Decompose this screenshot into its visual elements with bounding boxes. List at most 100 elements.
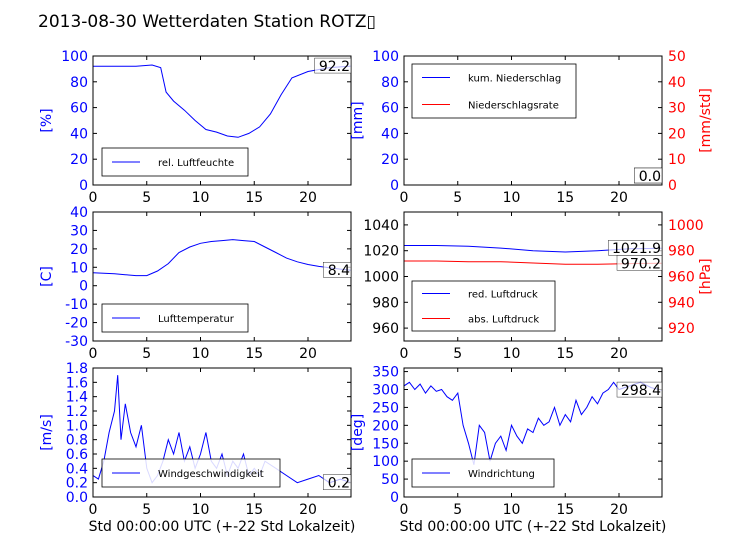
value-box	[323, 474, 352, 490]
x-tick-label: 0	[400, 190, 409, 206]
y-axis-label: [m/s]	[39, 414, 55, 451]
x-tick-label: 5	[453, 502, 462, 518]
chart-pressure: 0 5 10 15 20 960 980 1000 1020 1040 920 940 960 980 10…	[363, 211, 714, 362]
chart-precip: 0 5 10 15 20 0 20 40 60 80 100 0 10 20 30 40 50 [mm] [mm/s…	[350, 49, 714, 206]
y-axis-label-right: [hPa]	[698, 258, 714, 294]
y-tick-label: 1.8	[66, 361, 88, 377]
y-tick-label-right: 940	[668, 295, 695, 311]
x-tick-label: 15	[245, 190, 263, 206]
y-tick-label-right: 10	[668, 152, 686, 168]
x-tick-label: 10	[503, 190, 521, 206]
y-tick-label: 0	[390, 490, 399, 506]
legend-label: red. Luftdruck	[468, 290, 538, 301]
plot-frame	[92, 367, 352, 498]
y-tick-label: 1020	[363, 244, 399, 260]
x-tick-label: 10	[503, 346, 521, 362]
x-tick-label: 20	[610, 190, 628, 206]
value-box	[323, 262, 352, 278]
last-value-label: 0.0	[639, 169, 661, 185]
value-box	[314, 57, 352, 74]
y-tick-label: 300	[372, 383, 399, 399]
y-tick-label: 350	[372, 365, 399, 381]
y-tick-label: 1.0	[66, 418, 88, 434]
y-tick-label-right: 30	[668, 101, 686, 117]
y-tick-label: 30	[70, 223, 88, 239]
y-tick-label: 1.6	[66, 375, 88, 391]
y-tick-label-right: 960	[668, 270, 695, 286]
y-tick-label: 0.4	[66, 461, 88, 477]
y-tick-label: 20	[381, 152, 399, 168]
y-tick-label: 10	[70, 260, 88, 276]
x-tick-label: 0	[400, 502, 409, 518]
y-axis-label: [%]	[39, 108, 55, 132]
y-tick-label: 1.4	[66, 390, 88, 406]
last-value-label: 8.4	[328, 263, 350, 279]
y-tick-label: 20	[70, 152, 88, 168]
chart-temperature: 0 5 10 15 20 -30 -20 -10 0 10 20 30 40 [C] Lufttempera…	[39, 205, 352, 362]
y-tick-label-right: 50	[668, 49, 686, 65]
y-tick-label: 980	[372, 295, 399, 311]
legend-label: kum. Niederschlag	[468, 74, 561, 85]
x-tick-label: 15	[245, 346, 263, 362]
x-tick-label: 20	[610, 346, 628, 362]
y-tick-label: -10	[65, 297, 88, 313]
y-tick-label: 250	[372, 400, 399, 416]
y-tick-label: 0	[390, 178, 399, 194]
legend-box	[411, 63, 577, 119]
y-tick-label: 60	[70, 101, 88, 117]
y-tick-label: 200	[372, 418, 399, 434]
y-tick-label: 1.2	[66, 404, 88, 420]
last-value-label: 92.2	[319, 59, 350, 75]
plot-frame	[403, 367, 663, 498]
legend-label: Windgeschwindigkeit	[158, 469, 264, 480]
x-tick-label: 0	[89, 346, 98, 362]
y-tick-label: 40	[70, 126, 88, 142]
x-tick-label: 0	[89, 502, 98, 518]
last-value-label: 298.4	[621, 383, 661, 399]
x-tick-label: 10	[503, 502, 521, 518]
x-tick-label: 20	[610, 502, 628, 518]
x-tick-label: 15	[556, 346, 574, 362]
legend-label: Niederschlagsrate	[468, 101, 559, 112]
y-tick-label-right: 20	[668, 126, 686, 142]
legend-label: abs. Luftdruck	[468, 315, 539, 326]
legend-box	[411, 280, 556, 332]
y-tick-label: -30	[65, 334, 88, 350]
chart-humidity: 0 5 10 15 20 0 20 40 60 80 100 [%] rel. Luftfeuchte 9…	[39, 49, 352, 206]
x-tick-label: 15	[245, 502, 263, 518]
x-tick-label: 0	[89, 190, 98, 206]
x-tick-label: 5	[142, 346, 151, 362]
series-line-wind_direction-0	[404, 381, 662, 465]
x-tick-label: 5	[142, 502, 151, 518]
value-box	[616, 381, 663, 398]
y-tick-label: 40	[381, 126, 399, 142]
y-axis-label: [deg]	[350, 414, 366, 451]
y-tick-label: 0.0	[66, 490, 88, 506]
y-tick-label-right: 40	[668, 75, 686, 91]
y-tick-label-right: 920	[668, 321, 695, 337]
last-value-label: 0.2	[328, 476, 350, 492]
plot-frame	[403, 55, 663, 186]
y-tick-label-right: 0	[668, 178, 677, 194]
y-tick-label: 1000	[363, 270, 399, 286]
page-title: 2013-08-30 Wetterdaten Station ROTZ▯	[38, 12, 376, 32]
x-tick-label: 15	[556, 502, 574, 518]
y-tick-label: 50	[381, 472, 399, 488]
y-tick-label: 60	[381, 101, 399, 117]
x-tick-label: 5	[142, 190, 151, 206]
y-tick-label: 80	[70, 75, 88, 91]
last-value-label: 1021.9	[612, 241, 661, 257]
y-tick-label: 100	[61, 49, 88, 65]
plot-frame	[92, 55, 352, 186]
chart-wind_speed: 0 5 10 15 200.00.20.40.60.81.01.21.41.61.8[m…	[39, 361, 355, 535]
legend-label: Lufttemperatur	[158, 314, 235, 325]
series-line-temperature-0	[93, 239, 351, 277]
x-tick-label: 10	[192, 502, 210, 518]
x-tick-label: 10	[192, 346, 210, 362]
y-tick-label: 0.2	[66, 476, 88, 492]
y-tick-label: 0	[79, 178, 88, 194]
series-line-humidity-0	[93, 64, 351, 138]
y-tick-label: 0.8	[66, 433, 88, 449]
